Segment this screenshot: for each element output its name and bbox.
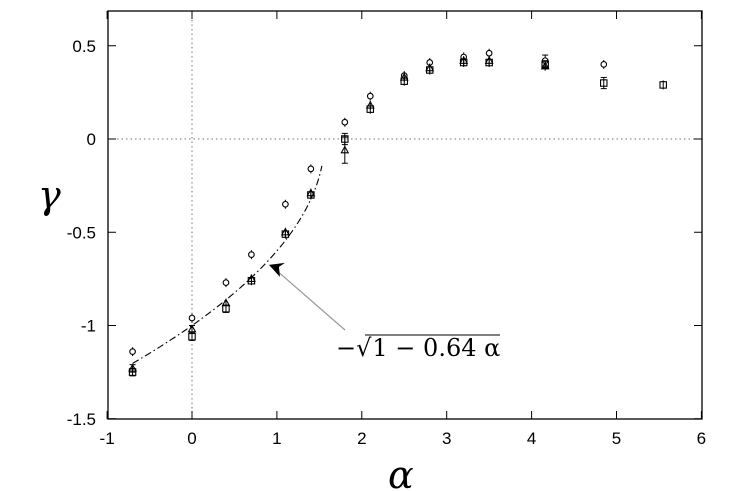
annotation-arrow-line (276, 270, 346, 331)
data-point (659, 81, 667, 89)
annotation-radicand: 1 − 0.64 α (372, 334, 500, 362)
reference-lines (108, 11, 702, 419)
axis-ticks: -1 0 1 2 3 4 5 6-1.5-1-0.500.5 (67, 11, 706, 448)
x-tick-label: 6 (697, 429, 706, 448)
data-point (485, 49, 493, 57)
data-point (280, 227, 290, 236)
data-points-layer (128, 48, 667, 377)
annotation-sqrt-sign: √ (356, 334, 372, 362)
data-point (600, 79, 608, 87)
data-point (129, 348, 136, 355)
data-point (340, 145, 350, 154)
theory-curve-layer (132, 165, 323, 364)
annotation-arrow-head (268, 262, 285, 277)
series-triangle (128, 55, 550, 373)
data-point (222, 279, 230, 286)
data-point (248, 251, 255, 258)
x-tick-label: 3 (442, 429, 451, 448)
y-axis-title: γ (38, 173, 61, 217)
x-tick-label: 0 (187, 429, 196, 448)
y-tick-label: -1.5 (67, 410, 96, 429)
data-point (425, 63, 435, 72)
data-point (307, 165, 315, 173)
annotation-formula: −√1 − 0.64 α (336, 334, 500, 362)
data-point (459, 55, 469, 64)
x-tick-label: 4 (527, 429, 536, 448)
data-point (341, 118, 349, 126)
data-point (188, 314, 196, 322)
x-axis-title: α (388, 453, 414, 491)
data-point (282, 200, 289, 208)
data-point (366, 92, 374, 100)
y-tick-label: 0 (87, 130, 96, 149)
data-point (600, 61, 608, 68)
data-point (128, 363, 138, 372)
y-tick-label: 0.5 (72, 37, 96, 56)
x-tick-label: 1 (272, 429, 281, 448)
y-tick-label: -1 (81, 317, 96, 336)
data-point (221, 298, 231, 307)
series-square (128, 58, 667, 377)
data-point (306, 188, 316, 197)
plot-frame (107, 10, 703, 420)
data-point (246, 274, 256, 283)
annotation: −√1 − 0.64 α (268, 262, 500, 362)
data-point (540, 61, 550, 70)
x-tick-label: -1 (100, 429, 115, 448)
x-tick-label: 5 (612, 429, 621, 448)
data-point (399, 72, 409, 81)
data-point (484, 55, 494, 64)
annotation-minus: − (336, 334, 356, 362)
data-point (365, 100, 375, 109)
x-tick-label: 2 (357, 429, 366, 448)
theory-curve (132, 165, 323, 364)
y-tick-label: -0.5 (67, 223, 96, 242)
data-point (188, 332, 196, 341)
series-circle (129, 48, 608, 357)
data-point (187, 324, 197, 333)
